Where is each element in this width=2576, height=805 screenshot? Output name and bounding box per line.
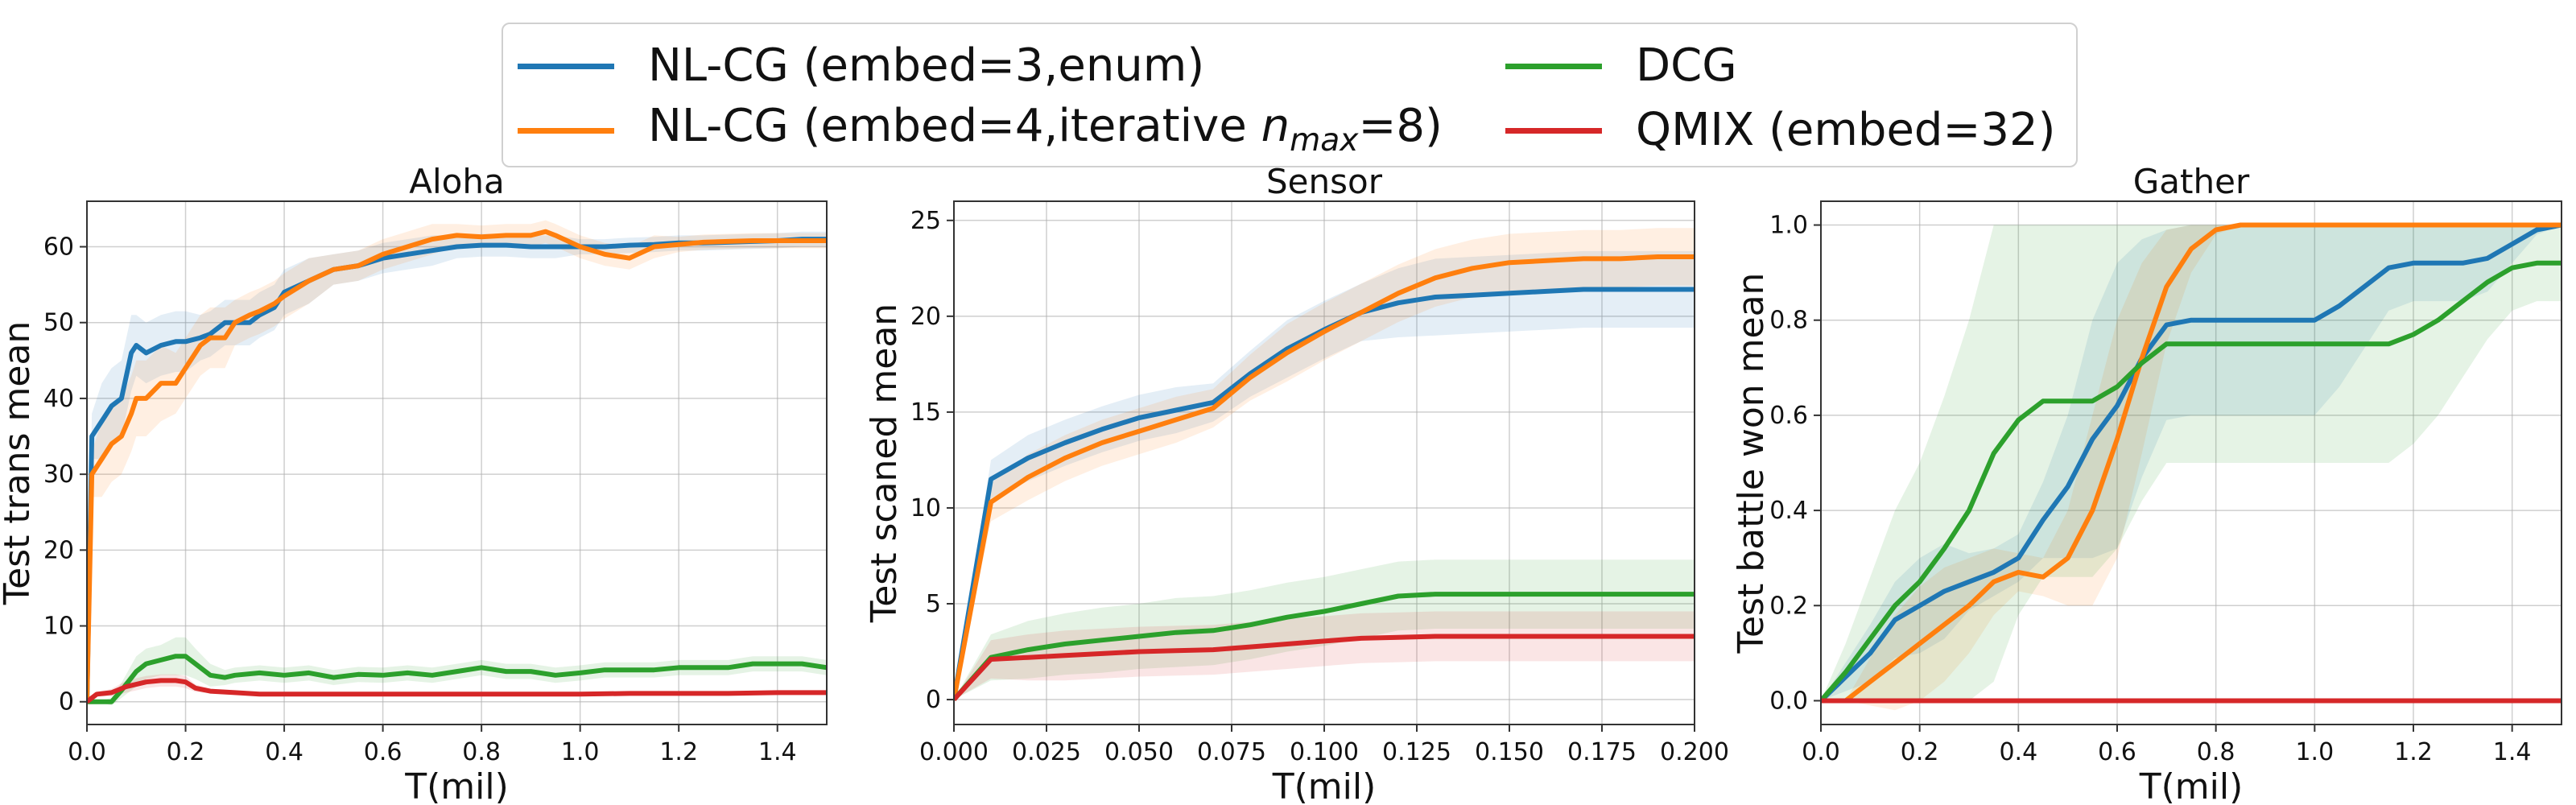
plot-frame (1820, 200, 2562, 725)
x-tick-label: 0.000 (919, 738, 989, 766)
series-line (954, 254, 1695, 700)
y-tick-label: 25 (910, 207, 941, 235)
series-line (87, 678, 827, 704)
chart-title: Gather (2133, 162, 2250, 201)
legend-item-qmix: QMIX (embed=32) (1505, 98, 2056, 163)
x-tick-label: 0.075 (1197, 738, 1266, 766)
x-axis-label: T(mil) (1272, 766, 1377, 805)
x-tick-label: 0.125 (1382, 738, 1451, 766)
x-tick-label: 0.2 (167, 738, 205, 766)
x-tick-label: 0.6 (364, 738, 402, 766)
confidence-band (954, 228, 1695, 700)
confidence-band (1821, 225, 2562, 711)
chart-sensor: 0.000 0.025 0.050 0.075 0.100 0.125 0.150 0.175… (864, 162, 1729, 805)
y-axis-label: Test battle won mean (1731, 273, 1772, 654)
x-tick-label: 1.2 (659, 738, 698, 766)
x-tick-label: 0.150 (1475, 738, 1544, 766)
x-tick-label: 0.8 (2197, 738, 2235, 766)
plot-area (1821, 201, 2562, 724)
x-tick-label: 0.2 (1901, 738, 1939, 766)
y-tick-label: 1.0 (1769, 212, 1808, 240)
y-tick-label: 5 (926, 590, 941, 618)
series-line (954, 634, 1695, 702)
x-tick-label: 1.0 (2295, 738, 2334, 766)
legend-label: QMIX (embed=32) (1636, 104, 2056, 156)
x-tick-label: 1.2 (2394, 738, 2433, 766)
x-tick-label: 0.025 (1012, 738, 1081, 766)
legend-item-nlcg-enum: NL-CG (embed=3,enum) (518, 34, 1204, 98)
legend-label: NL-CG (embed=4,iterative nmax=8) (648, 100, 1443, 159)
x-axis-label: T(mil) (2139, 766, 2244, 805)
x-tick-label: 0.8 (462, 738, 501, 766)
x-tick-label: 0.200 (1660, 738, 1729, 766)
y-tick-label: 15 (910, 398, 941, 427)
y-tick-label: 0.6 (1769, 402, 1808, 430)
series-line (1821, 222, 2562, 704)
chart-aloha: 0.0 0.2 0.4 0.6 0.8 1.0 1.2 1.4 0 10 20 30 40 50 60 Alo… (0, 162, 828, 805)
chart-gather: 0.0 0.2 0.4 0.6 0.8 1.0 1.2 1.4 0.0 0.2 0.4 0.6 0.8 1… (1731, 162, 2562, 805)
y-tick-label: 0 (59, 688, 74, 716)
y-tick-label: 30 (43, 460, 74, 489)
y-axis-label: Test trans mean (0, 321, 38, 606)
y-tick-label: 10 (43, 613, 74, 641)
confidence-band (954, 611, 1695, 700)
x-tick-label: 0.100 (1290, 738, 1359, 766)
chart-title: Aloha (409, 162, 504, 201)
x-tick-label: 0.4 (265, 738, 303, 766)
x-tick-label: 0.0 (68, 738, 106, 766)
y-tick-label: 0.4 (1769, 497, 1808, 525)
y-axis-label: Test scaned mean (864, 303, 905, 623)
y-tick-label: 50 (43, 309, 74, 337)
y-tick-label: 0.0 (1769, 687, 1808, 715)
x-tick-label: 0.0 (1802, 738, 1840, 766)
chart-title: Sensor (1266, 162, 1383, 201)
x-tick-label: 1.4 (2493, 738, 2532, 766)
series-line (87, 654, 827, 704)
y-tick-label: 10 (910, 494, 941, 522)
legend-label: NL-CG (embed=3,enum) (648, 39, 1205, 92)
series-line (954, 592, 1695, 701)
y-tick-label: 0.2 (1769, 592, 1808, 620)
legend: NL-CG (embed=3,enum) NL-CG (embed=4,iter… (502, 23, 2078, 167)
legend-label: DCG (1636, 39, 1737, 92)
series-line (1821, 222, 2562, 703)
x-tick-label: 1.0 (561, 738, 600, 766)
x-tick-label: 0.6 (2098, 738, 2136, 766)
series-line (87, 229, 827, 702)
x-axis-label: T(mil) (404, 766, 509, 805)
confidence-band (1821, 225, 2562, 701)
y-tick-label: 40 (43, 385, 74, 413)
x-tick-label: 0.175 (1567, 738, 1637, 766)
y-tick-label: 20 (43, 536, 74, 564)
x-tick-label: 0.050 (1104, 738, 1174, 766)
y-tick-label: 60 (43, 233, 74, 262)
legend-swatch (518, 127, 614, 134)
legend-item-dcg: DCG (1505, 34, 1737, 98)
legend-item-nlcg-iterative: NL-CG (embed=4,iterative nmax=8) (518, 98, 1443, 163)
plot-area (87, 201, 827, 724)
legend-swatch (1505, 127, 1602, 134)
plot-frame (86, 200, 828, 725)
y-tick-label: 0.8 (1769, 307, 1808, 335)
x-tick-label: 1.4 (758, 738, 797, 766)
y-tick-label: 20 (910, 303, 941, 331)
confidence-band (954, 250, 1695, 700)
y-tick-label: 0 (926, 686, 941, 714)
legend-swatch (518, 63, 614, 69)
series-line (1821, 260, 2562, 703)
x-tick-label: 0.4 (1999, 738, 2037, 766)
legend-swatch (1505, 63, 1602, 69)
